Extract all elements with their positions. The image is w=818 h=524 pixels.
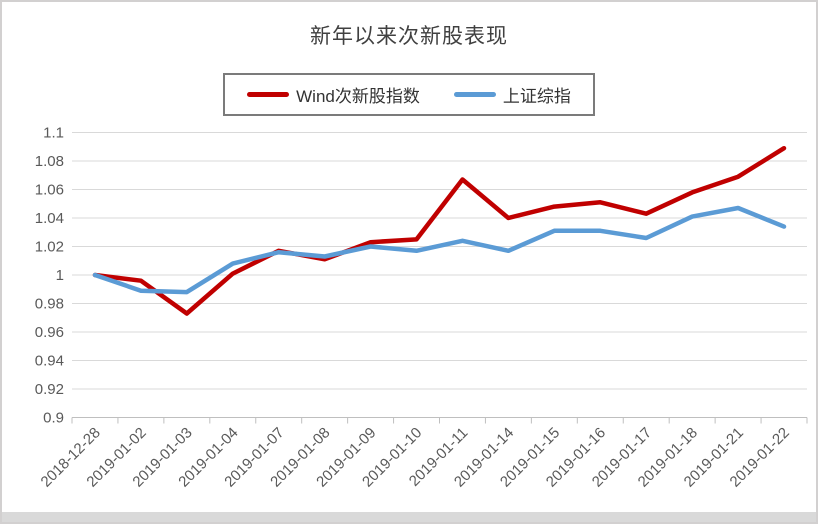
y-axis-tick-label: 1.04 xyxy=(35,210,64,227)
y-axis-tick-label: 1 xyxy=(56,267,64,284)
legend-container: Wind次新股指数 上证综指 xyxy=(2,73,816,116)
window-bottom-strip xyxy=(2,512,816,522)
y-axis-tick-label: 0.96 xyxy=(35,324,64,341)
y-axis-tick-label: 1.02 xyxy=(35,239,64,256)
chart-legend: Wind次新股指数 上证综指 xyxy=(223,73,595,116)
series-line-1 xyxy=(92,205,787,295)
legend-item-shanghai-composite[interactable]: 上证综指 xyxy=(453,82,571,107)
wind-index-line-swatch xyxy=(247,92,290,97)
y-axis-tick-label: 0.94 xyxy=(35,353,64,370)
legend-item-wind-index[interactable]: Wind次新股指数 xyxy=(247,82,420,107)
y-axis-tick-label: 0.92 xyxy=(35,381,64,398)
legend-label-wind-index: Wind次新股指数 xyxy=(296,87,420,106)
y-axis-tick-label: 0.98 xyxy=(35,296,64,313)
series-line-0 xyxy=(92,145,787,316)
shanghai-composite-line-swatch xyxy=(453,92,496,97)
chart-title: 新年以来次新股表现 xyxy=(310,25,508,48)
y-axis-tick-label: 0.9 xyxy=(43,410,64,427)
y-axis-tick-label: 1.08 xyxy=(35,153,64,170)
legend-label-shanghai-composite: 上证综指 xyxy=(502,87,571,106)
y-axis-tick-label: 1.1 xyxy=(43,125,64,142)
y-axis-tick-label: 1.06 xyxy=(35,182,64,199)
